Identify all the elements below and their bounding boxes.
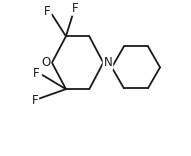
Text: F: F	[32, 93, 38, 107]
Text: N: N	[104, 56, 112, 69]
Text: O: O	[41, 56, 50, 69]
Text: F: F	[44, 5, 51, 18]
Text: F: F	[33, 67, 40, 80]
Text: F: F	[72, 2, 79, 15]
